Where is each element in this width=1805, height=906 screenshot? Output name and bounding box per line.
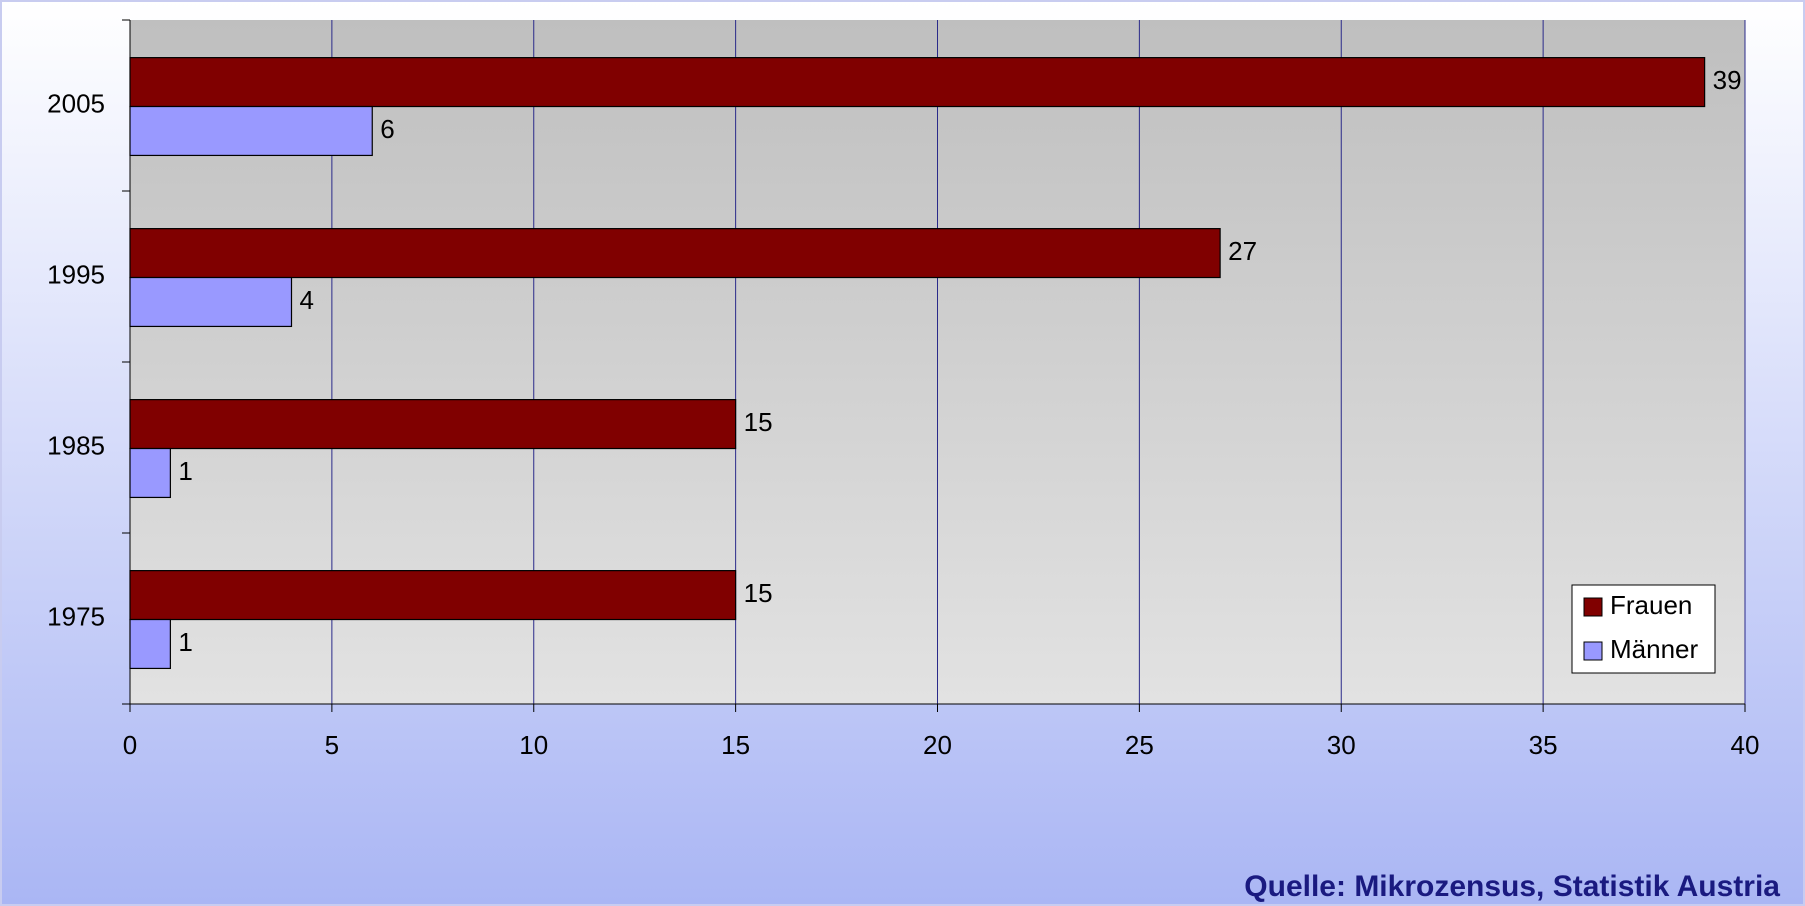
bar bbox=[129, 447, 171, 499]
x-tick-label: 10 bbox=[519, 730, 548, 760]
x-tick-label: 35 bbox=[1529, 730, 1558, 760]
x-tick-label: 40 bbox=[1731, 730, 1760, 760]
bar bbox=[129, 618, 171, 670]
x-tick-label: 25 bbox=[1125, 730, 1154, 760]
bar bbox=[129, 276, 293, 328]
data-label: 27 bbox=[1228, 236, 1257, 266]
data-label: 15 bbox=[744, 407, 773, 437]
data-label: 1 bbox=[178, 456, 192, 486]
bar bbox=[129, 105, 373, 157]
y-tick-label: 1985 bbox=[47, 430, 105, 460]
legend-swatch bbox=[1583, 597, 1603, 617]
y-tick-label: 2005 bbox=[47, 88, 105, 118]
data-label: 1 bbox=[178, 627, 192, 657]
x-tick-label: 5 bbox=[325, 730, 339, 760]
legend-label: Männer bbox=[1610, 634, 1698, 664]
data-label: 4 bbox=[300, 285, 314, 315]
x-tick-label: 20 bbox=[923, 730, 952, 760]
bar bbox=[129, 57, 1706, 108]
y-tick-label: 1975 bbox=[47, 601, 105, 631]
bar bbox=[129, 399, 737, 450]
source: Quelle: Mikrozensus, Statistik Austria bbox=[1244, 870, 1780, 903]
bar bbox=[129, 228, 1221, 279]
data-label: 15 bbox=[744, 578, 773, 608]
x-tick-label: 0 bbox=[123, 730, 137, 760]
data-label: 39 bbox=[1713, 65, 1742, 95]
x-tick-label: 15 bbox=[721, 730, 750, 760]
x-tick-label: 30 bbox=[1327, 730, 1356, 760]
bar bbox=[129, 570, 737, 621]
legend-swatch bbox=[1583, 641, 1603, 661]
data-label: 6 bbox=[380, 114, 394, 144]
y-tick-label: 1995 bbox=[47, 259, 105, 289]
legend-label: Frauen bbox=[1610, 590, 1692, 620]
